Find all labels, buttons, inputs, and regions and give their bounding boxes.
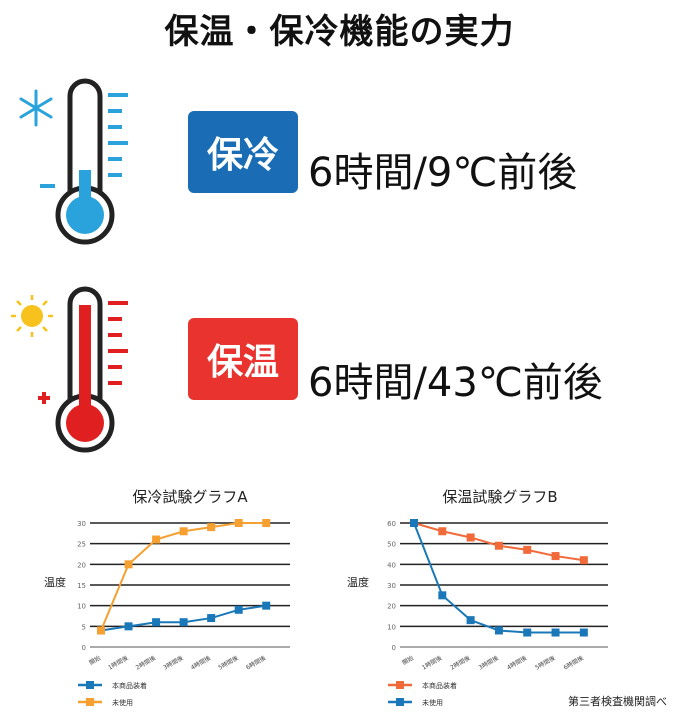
x-tick-label: 1時間後 xyxy=(420,654,443,672)
y-tick-label: 60 xyxy=(387,520,396,528)
snowflake-icon xyxy=(19,89,53,127)
x-tick-label: 5時間後 xyxy=(534,654,557,672)
data-point xyxy=(523,628,532,637)
cold-thermometer-icon xyxy=(19,78,128,245)
data-point xyxy=(152,618,161,627)
data-point xyxy=(179,527,188,536)
data-point xyxy=(438,527,447,536)
legend-label: 未使用 xyxy=(112,698,133,707)
hot-thermometer-icon xyxy=(11,286,128,453)
data-point xyxy=(466,616,475,625)
data-point xyxy=(523,545,532,554)
data-point xyxy=(494,626,503,635)
data-point xyxy=(179,618,188,627)
data-point xyxy=(551,552,560,561)
data-point xyxy=(579,556,588,565)
chart-b-ylabel: 温度 xyxy=(347,576,369,589)
x-tick-label: 2時間後 xyxy=(449,654,472,672)
chart-b-title: 保温試験グラフB xyxy=(442,488,558,506)
y-tick-label: 40 xyxy=(387,561,396,569)
data-point xyxy=(262,519,271,527)
data-point xyxy=(207,523,216,532)
data-point xyxy=(234,605,243,614)
legend-marker xyxy=(86,681,94,689)
y-tick-label: 0 xyxy=(82,644,86,652)
x-tick-label: 1時間後 xyxy=(107,654,130,672)
series-line xyxy=(413,522,584,634)
data-point xyxy=(262,601,271,610)
data-point xyxy=(579,628,588,637)
x-tick-label: 6時間後 xyxy=(244,654,267,672)
x-tick-label: 4時間後 xyxy=(505,654,528,672)
data-point xyxy=(466,533,475,542)
x-tick-label: 開始 xyxy=(88,654,102,667)
chart-a-ylabel: 温度 xyxy=(44,576,66,589)
legend-label: 本商品装着 xyxy=(112,681,147,690)
source-note: 第三者検査機関調べ xyxy=(568,695,667,708)
data-point xyxy=(410,519,418,527)
legend-marker xyxy=(86,698,94,706)
y-tick-label: 0 xyxy=(392,644,396,652)
data-point xyxy=(551,628,560,637)
x-tick-label: 6時間後 xyxy=(562,654,585,672)
legend-marker xyxy=(396,698,404,706)
series-line xyxy=(100,522,267,631)
chart-a: 0 5 10 15 20 25 30 開始 1時間後 2時間後 3時間後 4時間後 5時間後 6時間後本商… xyxy=(77,519,290,707)
page-title: 保温・保冷機能の実力 xyxy=(164,12,515,52)
x-tick-label: 2時間後 xyxy=(134,654,157,672)
y-tick-label: 50 xyxy=(387,541,396,549)
legend-label: 本商品装着 xyxy=(422,681,457,690)
data-point xyxy=(438,591,447,600)
y-tick-label: 30 xyxy=(387,582,396,590)
hot-spec: 6時間/43℃前後 xyxy=(308,360,603,406)
y-tick-label: 30 xyxy=(77,520,86,528)
y-tick-label: 20 xyxy=(387,603,396,611)
legend-label: 未使用 xyxy=(422,698,443,707)
hot-badge: 保温 xyxy=(188,318,298,400)
y-tick-label: 10 xyxy=(77,603,86,611)
y-tick-label: 20 xyxy=(77,561,86,569)
data-point xyxy=(494,541,503,550)
data-point xyxy=(124,622,133,631)
data-point xyxy=(152,535,161,544)
data-point xyxy=(234,519,243,527)
sun-icon xyxy=(11,295,53,337)
y-tick-label: 15 xyxy=(77,582,86,590)
y-tick-label: 5 xyxy=(82,623,86,631)
chart-a-title: 保冷試験グラフA xyxy=(132,488,248,506)
x-tick-label: 3時間後 xyxy=(477,654,500,672)
legend-marker xyxy=(396,681,404,689)
y-tick-label: 10 xyxy=(387,623,396,631)
y-tick-label: 25 xyxy=(77,541,86,549)
x-tick-label: 4時間後 xyxy=(189,654,212,672)
cold-badge: 保冷 xyxy=(188,111,298,193)
data-point xyxy=(97,626,105,635)
x-tick-label: 開始 xyxy=(401,654,415,667)
chart-b: 0 10 20 30 40 50 60 開始 1時間後 2時間後 3時間後 4時間後 5時間後 6時間後本… xyxy=(387,519,608,707)
data-point xyxy=(207,614,216,623)
data-point xyxy=(124,560,133,569)
x-tick-label: 3時間後 xyxy=(162,654,185,672)
cold-spec: 6時間/9℃前後 xyxy=(308,150,578,196)
x-tick-label: 5時間後 xyxy=(217,654,240,672)
